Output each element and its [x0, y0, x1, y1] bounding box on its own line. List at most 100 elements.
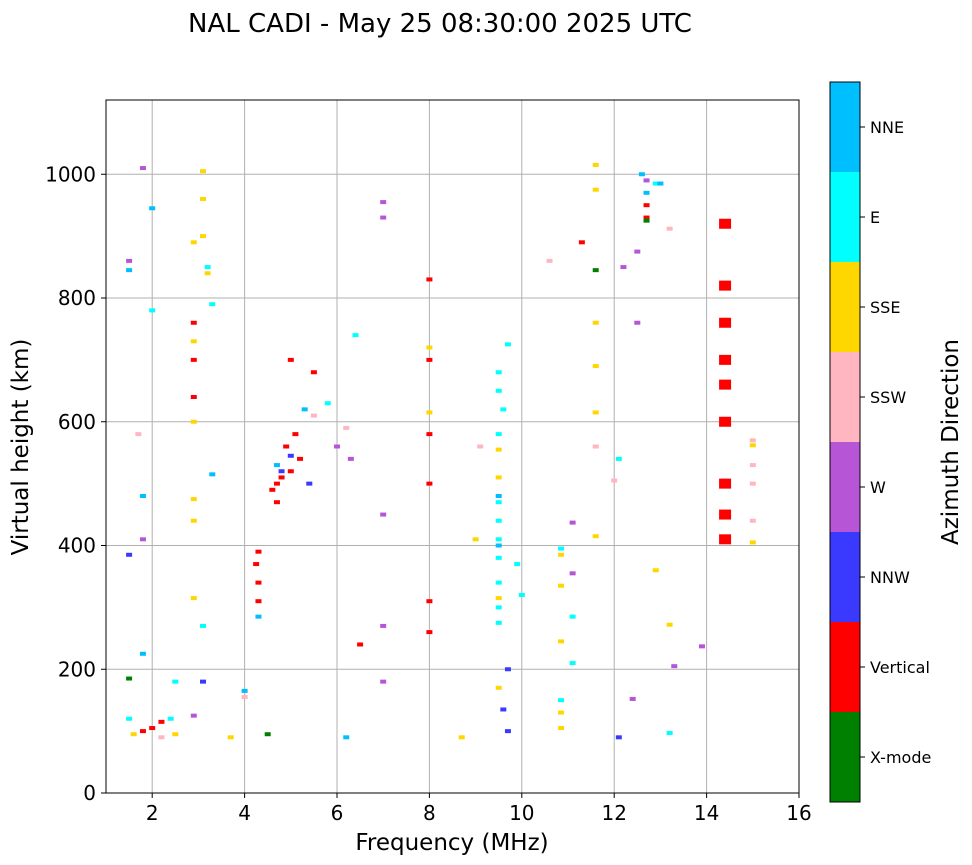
y-tick-label: 0 — [83, 781, 96, 805]
colorbar-segment — [830, 622, 860, 712]
x-tick-label: 6 — [331, 801, 344, 825]
echo-point-ssw — [158, 735, 165, 740]
echo-point-sse — [200, 197, 207, 201]
echo-point-e — [569, 661, 576, 666]
echo-point-sse — [592, 187, 599, 192]
echo-point-nnw — [278, 469, 285, 474]
echo-point-vertical — [719, 478, 732, 489]
echo-point-e — [495, 620, 502, 625]
echo-point-w — [139, 537, 146, 542]
echo-point-w — [671, 664, 678, 669]
echo-point-w — [629, 696, 636, 701]
echo-point-nne — [209, 472, 216, 477]
echo-point-sse — [592, 162, 599, 167]
echo-point-nne — [495, 494, 502, 498]
echo-point-sse — [190, 497, 197, 502]
echo-point-vertical — [643, 203, 650, 208]
echo-point-ssw — [241, 695, 248, 700]
colorbar-tick-label: NNE — [870, 118, 904, 137]
echo-point-vertical — [190, 320, 197, 325]
colorbar-segment — [830, 712, 860, 802]
echo-point-nne — [343, 735, 350, 740]
echo-point-nne — [301, 407, 308, 412]
echo-point-nnw — [126, 552, 133, 557]
echo-point-nnw — [306, 481, 313, 486]
echo-point-w — [569, 571, 576, 576]
echo-point-e — [500, 407, 507, 412]
echo-point-vertical — [273, 500, 280, 505]
echo-point-nne — [638, 172, 645, 177]
echo-point-e — [495, 580, 502, 585]
echo-point-sse — [190, 518, 197, 523]
echo-point-vertical — [426, 481, 433, 486]
echo-point-vertical — [426, 432, 433, 437]
echo-point-vertical — [426, 357, 433, 362]
x-tick-label: 4 — [238, 801, 251, 825]
echo-point-sse — [592, 364, 599, 369]
echo-point-e — [495, 518, 502, 523]
echo-point-e — [495, 388, 502, 393]
colorbar-segment — [830, 172, 860, 262]
echo-point-w — [698, 644, 705, 649]
echo-point-ssw — [546, 258, 553, 263]
colorbar-tick-label: SSE — [870, 298, 900, 317]
echo-point-sse — [190, 240, 197, 245]
echo-point-ssw — [749, 438, 756, 443]
echo-point-vertical — [158, 719, 165, 724]
echo-point-vertical — [287, 357, 294, 362]
echo-point-vertical — [190, 357, 197, 362]
y-tick-label: 600 — [58, 410, 96, 434]
echo-point-w — [334, 444, 340, 449]
colorbar-segment — [830, 352, 860, 442]
echo-point-vertical — [255, 549, 262, 554]
echo-point-vertical — [255, 580, 262, 585]
echo-point-w — [190, 713, 197, 718]
echo-point-vertical — [719, 317, 732, 328]
echo-point-x-mode — [643, 218, 650, 223]
echo-point-sse — [592, 534, 599, 539]
echo-point-nnw — [200, 679, 207, 684]
echo-point-e — [514, 562, 521, 567]
echo-point-sse — [426, 410, 433, 415]
x-tick-label: 10 — [509, 801, 534, 825]
echo-point-sse — [749, 443, 756, 448]
echo-point-e — [495, 432, 502, 437]
echo-point-sse — [558, 552, 565, 557]
echo-point-nnw — [500, 707, 507, 712]
echo-point-sse — [472, 537, 479, 542]
x-axis-ticks: 2 4 6 8 10 12 14 16 — [146, 793, 812, 825]
echo-point-x-mode — [126, 676, 133, 681]
echo-point-sse — [495, 447, 502, 452]
echo-point-sse — [227, 735, 234, 740]
plot-area-frame — [105, 99, 800, 794]
echo-point-vertical — [719, 416, 732, 427]
x-tick-label: 12 — [601, 801, 626, 825]
echo-point-nne — [139, 494, 146, 498]
echo-point-vertical — [578, 240, 585, 245]
echo-point-sse — [592, 320, 599, 325]
echo-point-vertical — [426, 277, 433, 282]
echo-point-nnw — [615, 735, 622, 740]
echo-point-nne — [149, 206, 156, 211]
echo-point-w — [643, 178, 650, 183]
echo-point-ssw — [592, 444, 599, 449]
echo-point-vertical — [426, 599, 433, 604]
echo-point-nne — [643, 190, 650, 195]
echo-point-w — [380, 215, 387, 220]
echo-point-nne — [273, 463, 280, 468]
colorbar-label: Azimuth Direction — [938, 339, 964, 545]
echo-point-nne — [657, 181, 664, 186]
echo-point-nne — [495, 543, 502, 548]
echo-point-w — [569, 520, 576, 525]
echo-point-sse — [495, 596, 502, 601]
echo-point-w — [347, 456, 354, 461]
echo-point-e — [569, 614, 576, 619]
echo-point-e — [324, 401, 331, 406]
y-tick-label: 200 — [58, 657, 96, 681]
echo-point-sse — [190, 339, 197, 344]
echo-point-w — [634, 320, 641, 325]
echo-point-sse — [172, 732, 179, 737]
echo-point-ssw — [666, 226, 673, 231]
y-axis-ticks: 0 200 400 600 800 1000 — [45, 162, 106, 805]
echo-point-e — [495, 537, 502, 542]
